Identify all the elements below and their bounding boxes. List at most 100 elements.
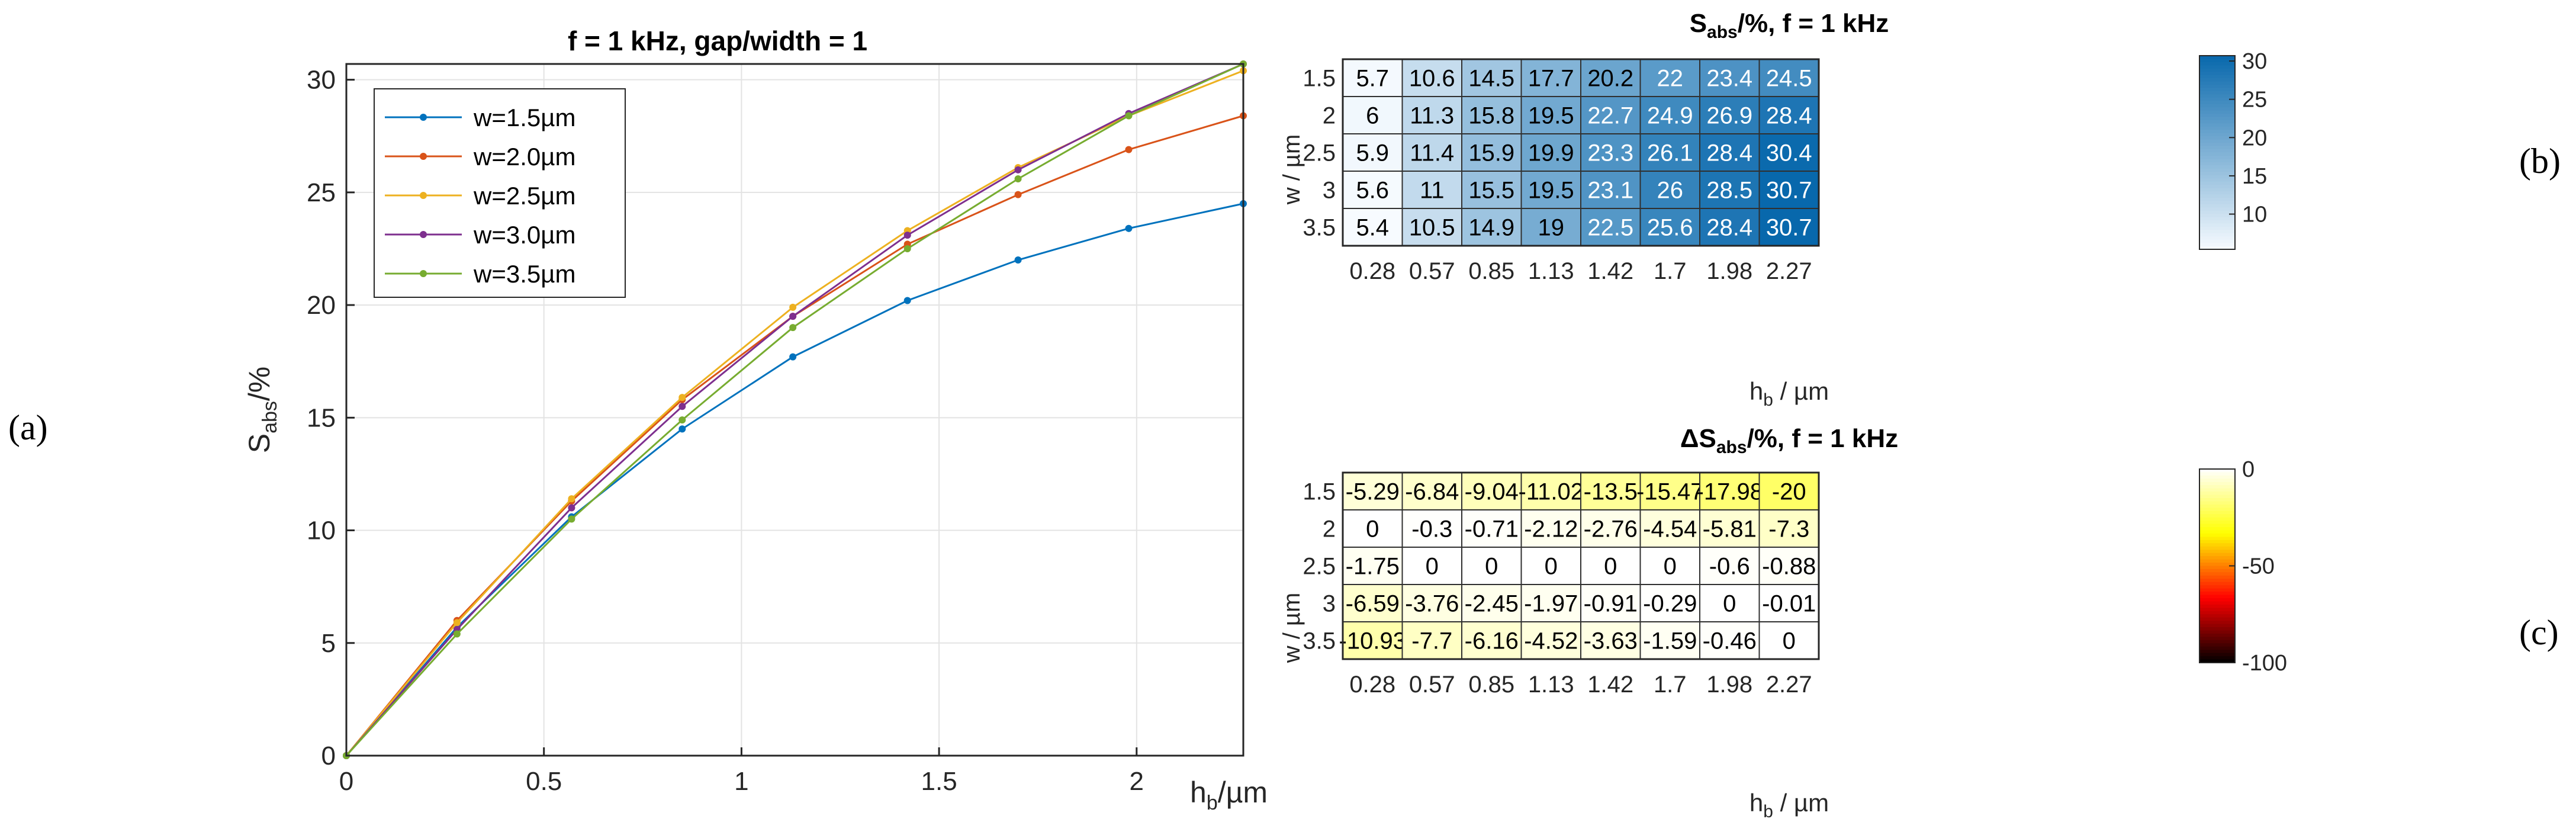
data-point [568,504,575,512]
line-chart-series-group [343,60,1247,759]
heatmap-cell [1461,133,1522,172]
heatmap-cell [1520,133,1581,172]
heatmap-cell-value: 17.7 [1528,66,1574,92]
colorbar-tick-label: -100 [2242,651,2287,676]
data-point [789,303,797,311]
heatmap-cell [1699,59,1760,97]
heatmap-row-label: 2.5 [1303,554,1336,580]
heatmap-frame [1342,471,1820,660]
heatmap-col-label: 1.98 [1706,258,1752,284]
data-point [678,416,686,424]
data-point [678,425,686,433]
colorbar-segment [2199,75,2235,79]
colorbar-segment [2199,608,2235,612]
heatmap-cell-value: 0 [1723,591,1736,617]
colorbar-segment [2199,188,2235,192]
colorbar-segment [2199,149,2235,153]
heatmap-row-label: 1.5 [1303,479,1336,505]
heatmap-cell-value: 15.8 [1468,103,1514,129]
heatmap-cell-value: 30.4 [1766,140,1812,166]
heatmap-cell-value: 14.5 [1468,66,1514,92]
heatmap-cell-value: 23.4 [1706,66,1752,92]
heatmap-cell-value: 19.5 [1528,178,1574,204]
heatmap-cell-value: 23.3 [1587,140,1633,166]
colorbar-segment [2199,136,2235,140]
colorbar-segment [2199,563,2235,567]
heatmap-cell [1520,509,1581,548]
colorbar-segment [2199,559,2235,564]
colorbar-segment [2199,246,2235,250]
colorbar-segment [2199,498,2235,502]
heatmap-cell-value: 11 [1420,178,1445,204]
heatmap-cell [1758,171,1819,209]
heatmap-cell-value: 15.5 [1468,178,1514,204]
heatmap-cell-value: 28.5 [1706,178,1752,204]
heatmap-row-label: 2 [1323,516,1336,542]
colorbar-segment [2199,569,2235,573]
heatmap-row-label: 1.5 [1303,66,1336,92]
colorbar-segment [2199,139,2235,144]
colorbar-segment [2199,510,2235,515]
heatmap-cell [1401,509,1462,548]
heatmap-cell-value: -3.76 [1405,591,1459,617]
heatmap-col-label: 2.27 [1766,672,1812,698]
heatmap-cell-value: 24.9 [1647,103,1693,129]
legend-swatch-marker [420,231,427,238]
colorbar-segment [2199,585,2235,589]
colorbar-segment [2199,595,2235,599]
colorbar-segment [2199,501,2235,505]
heatmap-cell [1758,59,1819,97]
data-point [1125,224,1133,232]
heatmap-cell [1461,584,1522,622]
colorbar-segment [2199,481,2235,486]
colorbar-segment [2199,107,2235,111]
heatmap-cell-value: 14.9 [1468,215,1514,241]
heatmap-cell [1699,96,1760,134]
colorbar-segment [2199,104,2235,108]
heatmap-cell-value: -4.52 [1524,628,1578,654]
colorbar-segment [2199,656,2235,660]
colorbar-segment [2199,598,2235,602]
heatmap-cell [1699,133,1760,172]
heatmap-cell-value: 5.4 [1356,215,1389,241]
colorbar-segment [2199,117,2235,121]
heatmap-row-label: 3.5 [1303,215,1336,241]
x-tick-label: 2 [1130,767,1144,796]
heatmap-cell-value: -0.6 [1709,554,1750,580]
heatmap-cell [1699,621,1760,660]
heatmap-cell-value: -0.88 [1762,554,1816,580]
heatmap-c-xlabel: hb / µm [1750,789,1829,821]
heatmap-cell-value: -6.16 [1465,628,1519,654]
heatmap-row-label: 3 [1323,178,1336,204]
colorbar-segment [2199,492,2235,496]
legend-label: w=3.0µm [473,221,575,249]
heatmap-cell-value: -1.75 [1346,554,1400,580]
colorbar-segment [2199,165,2235,169]
colorbar-segment [2199,217,2235,221]
colorbar-segment [2199,621,2235,625]
heatmap-cell-value: -10.93 [1339,628,1406,654]
colorbar-segment [2199,88,2235,92]
panel-label-a: (a) [8,408,48,447]
heatmap-cell-value: -6.84 [1405,479,1459,505]
colorbar-segment [2199,646,2235,651]
colorbar-segment [2199,527,2235,531]
heatmap-cell-value: -7.7 [1411,628,1452,654]
heatmap-cell-value: -5.81 [1703,516,1757,542]
heatmap-cell-value: 26 [1657,178,1684,204]
heatmap-cell-value: 10.5 [1409,215,1455,241]
colorbar-segment [2199,210,2235,215]
colorbar-segment [2199,572,2235,576]
colorbar-segment [2199,72,2235,76]
legend-swatch-marker [420,270,427,277]
heatmap-cell-value: 11.4 [1410,140,1454,166]
heatmap-cell-value: 0 [1604,554,1617,580]
data-point [1125,112,1133,120]
heatmap-cell-value: -0.71 [1465,516,1519,542]
heatmap-cell [1580,547,1641,585]
heatmap-cell-value: 20.2 [1587,66,1633,92]
colorbar-segment [2199,624,2235,628]
colorbar-segment [2199,539,2235,544]
heatmap-cell [1580,59,1641,97]
